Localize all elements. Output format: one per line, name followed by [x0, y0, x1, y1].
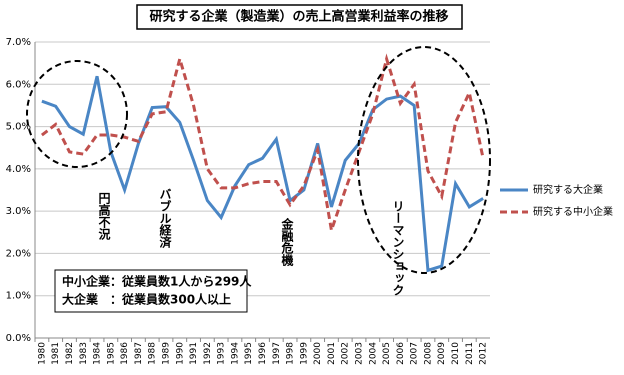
x-tick-label: 1985: [106, 342, 116, 365]
y-tick-label: 5.0%: [6, 122, 31, 133]
x-tick-label: 1993: [217, 342, 227, 365]
x-tick-label: 1996: [258, 342, 268, 365]
y-tick-label: 3.0%: [6, 206, 31, 217]
annotation: リーマンショック: [391, 200, 405, 296]
x-tick-label: 1998: [286, 342, 296, 365]
x-tick-label: 1986: [120, 342, 130, 365]
y-tick-label: 1.0%: [6, 291, 31, 302]
annotation: 円高不況: [97, 192, 111, 241]
x-tick-label: 1981: [51, 342, 61, 365]
x-tick-label: 1995: [244, 342, 254, 365]
series-line: [40, 53, 485, 231]
x-tick-label: 1983: [79, 342, 89, 365]
legend-label: 研究する中小企業: [533, 205, 613, 218]
title-box: [136, 4, 463, 30]
x-tick-label: 1982: [65, 342, 75, 365]
note-box: [54, 269, 248, 313]
x-tick-label: 1992: [203, 342, 213, 365]
legend-label: 研究する大企業: [533, 183, 603, 196]
x-tick-label: 2001: [327, 342, 337, 365]
note-text: 大企業 ：従業員数300人以上: [62, 292, 231, 307]
series-line: [41, 75, 484, 273]
x-tick-label: 2003: [355, 342, 365, 365]
x-tick-label: 2010: [451, 342, 461, 365]
annotation: 金融危機: [280, 217, 294, 267]
x-tick-label: 2011: [465, 342, 475, 365]
x-tick-label: 2006: [396, 342, 406, 365]
annotation: バブル経済: [158, 188, 172, 249]
highlight-ellipse: [357, 46, 491, 274]
x-tick-label: 2008: [423, 342, 433, 365]
x-tick-label: 1997: [272, 342, 282, 365]
x-tick-label: 2005: [382, 342, 392, 365]
y-tick-label: 6.0%: [6, 79, 31, 90]
x-tick-label: 1999: [299, 342, 309, 365]
x-tick-label: 1994: [230, 342, 240, 365]
x-tick-label: 2002: [341, 342, 351, 365]
note-text: 中小企業：従業員数1人から299人: [62, 274, 252, 289]
y-tick-label: 4.0%: [6, 164, 31, 175]
x-tick-label: 1990: [175, 342, 185, 365]
x-tick-label: 2004: [368, 342, 378, 365]
x-tick-label: 2007: [410, 342, 420, 365]
x-tick-label: 1991: [189, 342, 199, 365]
highlight-ellipse: [26, 60, 128, 168]
x-tick-label: 1980: [37, 342, 47, 365]
chart-title: 研究する企業（製造業）の売上高営業利益率の推移: [149, 9, 448, 25]
x-tick-label: 1984: [93, 342, 103, 365]
x-tick-label: 1987: [134, 342, 144, 365]
x-tick-label: 2000: [313, 342, 323, 365]
y-tick-label: 7.0%: [6, 37, 31, 48]
y-tick-label: 2.0%: [6, 248, 31, 259]
x-tick-label: 2012: [479, 342, 489, 365]
x-tick-label: 1988: [148, 342, 158, 365]
x-tick-label: 2009: [437, 342, 447, 365]
x-tick-label: 1989: [161, 342, 171, 365]
y-tick-label: 0.0%: [6, 333, 31, 344]
